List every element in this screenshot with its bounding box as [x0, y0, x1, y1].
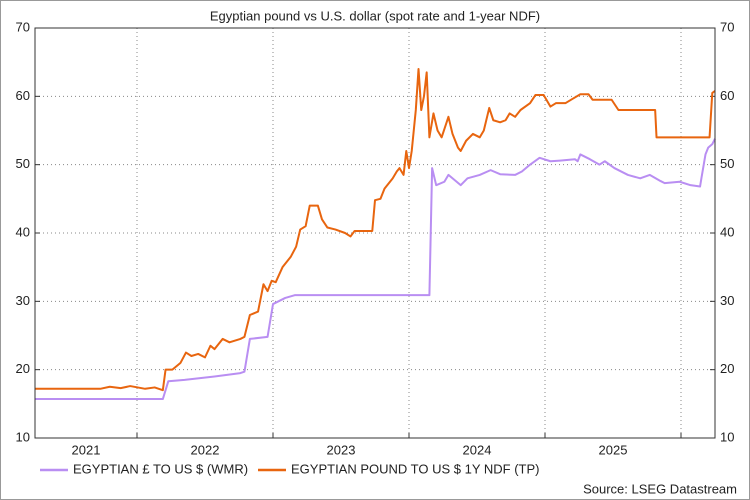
y-tick-label: 10	[16, 429, 30, 444]
y2-tick-label: 30	[720, 293, 734, 308]
y2-tick-label: 60	[720, 88, 734, 103]
source: Source: LSEG Datastream	[583, 481, 737, 496]
y2-tick-label: 10	[720, 429, 734, 444]
y2-tick-label: 40	[720, 224, 734, 239]
x-tick-label: 2023	[327, 442, 356, 457]
y-tick-label: 70	[16, 19, 30, 34]
x-tick-label: 2022	[191, 442, 220, 457]
x-tick-label: 2021	[72, 442, 101, 457]
y2-tick-label: 70	[720, 19, 734, 34]
y-tick-label: 50	[16, 156, 30, 171]
y-tick-label: 30	[16, 293, 30, 308]
y2-tick-label: 50	[720, 156, 734, 171]
y-tick-label: 60	[16, 88, 30, 103]
y2-tick-label: 20	[720, 361, 734, 376]
chart-title: Egyptian pound vs U.S. dollar (spot rate…	[210, 8, 540, 23]
series-line	[35, 68, 716, 392]
legend-label: EGYPTIAN £ TO US $ (WMR)	[73, 461, 248, 476]
legend-label: EGYPTIAN POUND TO US $ 1Y NDF (TP)	[291, 461, 540, 476]
y-tick-label: 40	[16, 224, 30, 239]
y-tick-label: 20	[16, 361, 30, 376]
x-tick-label: 2024	[463, 442, 492, 457]
plot-border	[34, 27, 716, 439]
x-tick-label: 2025	[599, 442, 628, 457]
series-line	[35, 138, 716, 401]
